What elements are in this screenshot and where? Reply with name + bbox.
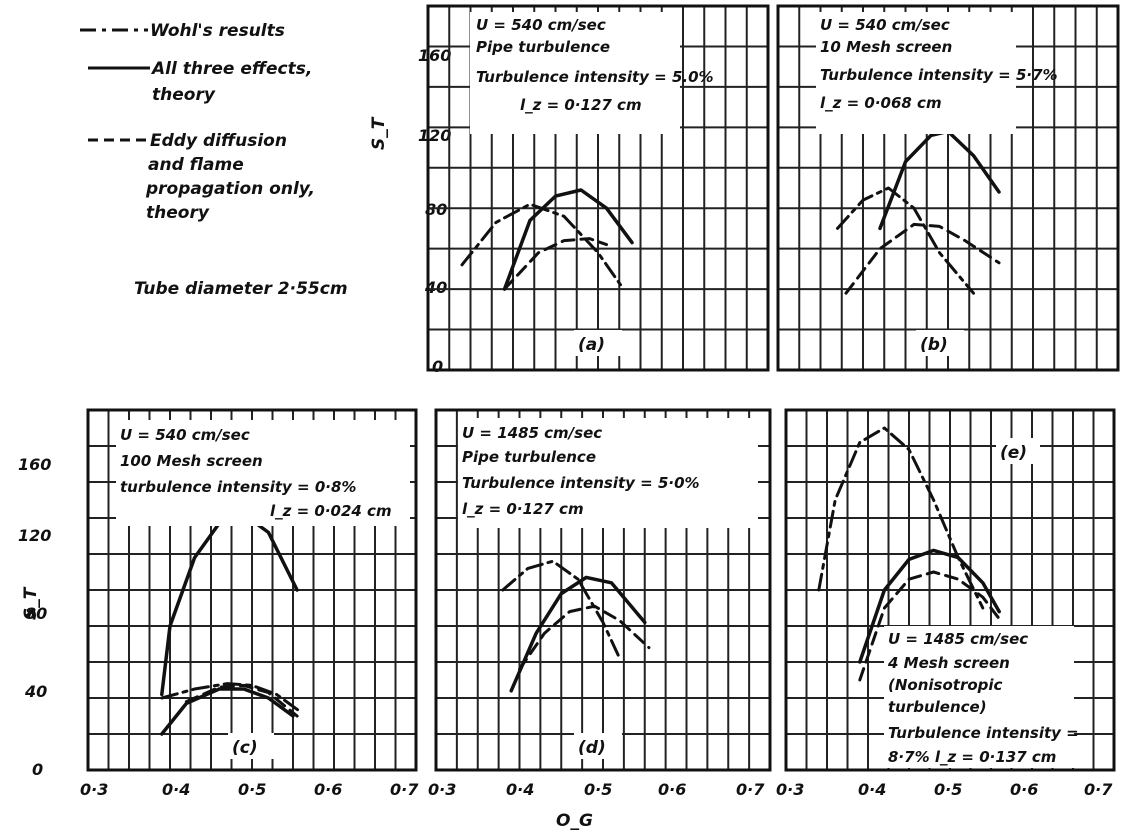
y-tick-bottom-0: 0: [32, 760, 43, 779]
panel-d-line-4: l_z = 0·127 cm: [462, 500, 584, 518]
series-line-dash-dot: [460, 202, 625, 291]
panel-d-line-2: Pipe turbulence: [462, 448, 596, 466]
series-line-dashed: [518, 604, 651, 671]
panel-frame: [776, 4, 1120, 372]
x-tick-d-0.7: 0·7: [736, 780, 765, 799]
panel-frame: [86, 408, 418, 772]
panel-e-annotation: (e) U = 1485 cm/sec 4 Mesh screen (Nonis…: [884, 438, 1079, 768]
y-tick-top-160: 160: [418, 46, 451, 65]
series-line-solid: [858, 548, 1001, 664]
y-tick-bottom-40: 40: [24, 682, 47, 701]
y-axis-label-bottom: S_T: [21, 586, 41, 620]
panel-e-line-4: turbulence): [888, 698, 987, 716]
panel-c-line-1: U = 540 cm/sec: [120, 426, 250, 444]
panel-c-annotation: U = 540 cm/sec 100 Mesh screen turbulenc…: [116, 420, 410, 759]
panel-b-line-3: Turbulence intensity = 5·7%: [820, 66, 1058, 84]
panel-e-line-1: U = 1485 cm/sec: [888, 630, 1028, 648]
panel-e-line-6: 8·7% l_z = 0·137 cm: [888, 748, 1056, 766]
y-tick-bottom-160: 160: [18, 455, 51, 474]
x-tick-c-0.4: 0·4: [162, 780, 190, 799]
x-tick-d-0.6: 0·6: [658, 780, 686, 799]
series-line-dashed: [184, 683, 299, 718]
legend-label-eddy-2: and flame: [148, 155, 244, 175]
panel-a-annotation: U = 540 cm/sec Pipe turbulence Turbulenc…: [470, 12, 714, 356]
panel-a: [426, 4, 770, 372]
legend: Wohl's results All three effects, theory…: [80, 21, 348, 299]
legend-label-eddy: Eddy diffusion: [150, 131, 287, 151]
legend-label-all-three-2: theory: [152, 85, 216, 105]
x-axis-label: O_G: [556, 811, 593, 831]
panel-e-line-3: (Nonisotropic: [888, 676, 1003, 694]
panel-a-line-2: Pipe turbulence: [476, 38, 610, 56]
x-tick-d-0.4: 0·4: [506, 780, 534, 799]
panel-b-line-4: l_z = 0·068 cm: [820, 94, 942, 112]
series-line-dashed: [858, 570, 1001, 682]
panel-a-line-1: U = 540 cm/sec: [476, 16, 606, 34]
panel-b-line-1: U = 540 cm/sec: [820, 16, 950, 34]
y-axis-label-top: S_T: [369, 116, 389, 150]
x-tick-c-0.5: 0·5: [238, 780, 266, 799]
panel-a-label: (a): [578, 335, 605, 355]
x-tick-d-0.5: 0·5: [584, 780, 612, 799]
legend-label-wohl: Wohl's results: [150, 21, 285, 41]
panel-a-line-3: Turbulence intensity = 5.0%: [476, 68, 714, 86]
series-line-dash-dot: [501, 559, 622, 660]
legend-label-eddy-4: theory: [146, 203, 210, 223]
x-tick-c-0.3: 0·3: [80, 780, 108, 799]
legend-label-all-three: All three effects,: [150, 59, 312, 79]
panel-d-line-1: U = 1485 cm/sec: [462, 424, 602, 442]
panel-d-annotation: U = 1485 cm/sec Pipe turbulence Turbulen…: [458, 418, 758, 759]
panel-b-annotation: U = 540 cm/sec 10 Mesh screen Turbulence…: [816, 12, 1058, 356]
panel-b-label: (b): [920, 335, 948, 355]
series-line-solid: [502, 188, 634, 291]
series-line-dashed: [844, 222, 1001, 295]
series-line-dashed: [503, 237, 608, 291]
x-tick-e-0.4: 0·4: [858, 780, 886, 799]
y-tick-bottom-120: 120: [18, 526, 51, 545]
panel-frame: [434, 408, 772, 772]
panel-c-label: (c): [232, 738, 258, 758]
y-tick-top-80: 80: [425, 200, 447, 219]
panel-a-line-4: l_z = 0·127 cm: [520, 96, 642, 114]
x-tick-c-0.7: 0·7: [390, 780, 419, 799]
panel-b-line-2: 10 Mesh screen: [820, 38, 952, 56]
x-tick-e-0.5: 0·5: [934, 780, 962, 799]
panel-d-line-3: Turbulence intensity = 5·0%: [462, 474, 700, 492]
y-tick-bottom-80: 80: [25, 604, 47, 623]
y-tick-top-0: 0: [432, 357, 443, 376]
panel-c-line-2: 100 Mesh screen: [120, 452, 263, 470]
x-tick-d-0.3: 0·3: [428, 780, 456, 799]
panel-d-label: (d): [578, 738, 606, 758]
panel-c-line-3: turbulence intensity = 0·8%: [120, 478, 356, 496]
x-tick-e-0.3: 0·3: [776, 780, 804, 799]
legend-label-eddy-3: propagation only,: [145, 179, 315, 199]
y-tick-top-40: 40: [424, 278, 447, 297]
series-line-solid: [160, 687, 295, 736]
panel-frame: [784, 408, 1116, 772]
panel-e-label: (e): [1000, 443, 1027, 463]
series-line-solid: [509, 575, 647, 693]
panel-frame: [426, 4, 770, 372]
x-tick-c-0.6: 0·6: [314, 780, 342, 799]
series-line-dash-dot: [836, 186, 975, 295]
panel-c-line-4: l_z = 0·024 cm: [270, 502, 392, 520]
panel-e-line-5: Turbulence intensity =: [888, 724, 1079, 742]
tube-diameter-note: Tube diameter 2·55cm: [134, 279, 348, 299]
y-tick-top-120: 120: [418, 126, 451, 145]
x-tick-e-0.7: 0·7: [1084, 780, 1113, 799]
x-tick-e-0.6: 0·6: [1010, 780, 1038, 799]
series-line-dash-dot: [817, 426, 985, 610]
panel-e-line-2: 4 Mesh screen: [887, 654, 1010, 672]
